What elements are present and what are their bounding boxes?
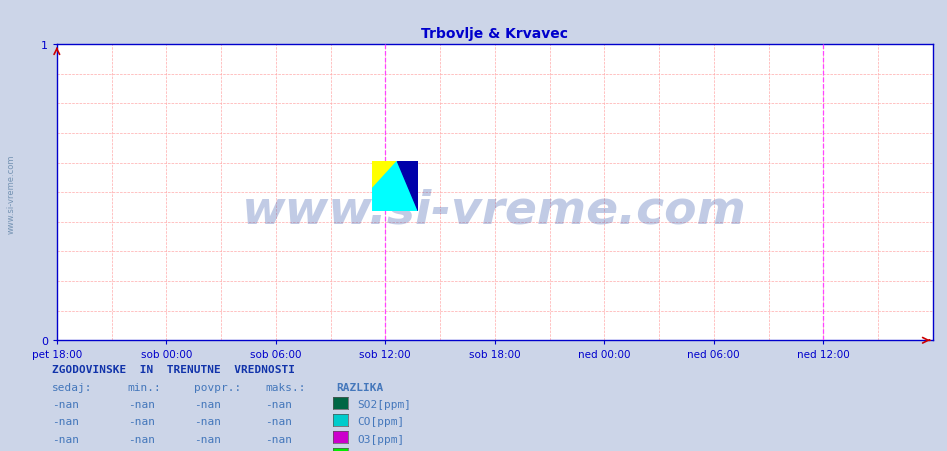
Text: -nan: -nan (128, 416, 155, 426)
Text: ZGODOVINSKE  IN  TRENUTNE  VREDNOSTI: ZGODOVINSKE IN TRENUTNE VREDNOSTI (52, 364, 295, 374)
Text: -nan: -nan (52, 416, 80, 426)
Text: -nan: -nan (52, 433, 80, 443)
Text: sedaj:: sedaj: (52, 382, 93, 392)
Text: CO[ppm]: CO[ppm] (357, 416, 404, 426)
Text: -nan: -nan (265, 433, 293, 443)
Text: SO2[ppm]: SO2[ppm] (357, 399, 411, 409)
Text: min.:: min.: (128, 382, 162, 392)
Text: -nan: -nan (265, 399, 293, 409)
Title: Trbovlje & Krvavec: Trbovlje & Krvavec (421, 27, 568, 41)
Text: -nan: -nan (194, 433, 222, 443)
Text: www.si-vreme.com: www.si-vreme.com (242, 188, 747, 233)
Text: O3[ppm]: O3[ppm] (357, 433, 404, 443)
Text: -nan: -nan (52, 399, 80, 409)
Text: maks.:: maks.: (265, 382, 306, 392)
Polygon shape (397, 162, 418, 212)
Text: -nan: -nan (265, 416, 293, 426)
Polygon shape (372, 162, 418, 212)
Text: www.si-vreme.com: www.si-vreme.com (7, 154, 16, 234)
Text: -nan: -nan (128, 433, 155, 443)
Text: -nan: -nan (194, 399, 222, 409)
Text: RAZLIKA: RAZLIKA (336, 382, 384, 392)
Text: -nan: -nan (128, 399, 155, 409)
Text: -nan: -nan (194, 416, 222, 426)
Polygon shape (372, 162, 397, 189)
Text: povpr.:: povpr.: (194, 382, 241, 392)
